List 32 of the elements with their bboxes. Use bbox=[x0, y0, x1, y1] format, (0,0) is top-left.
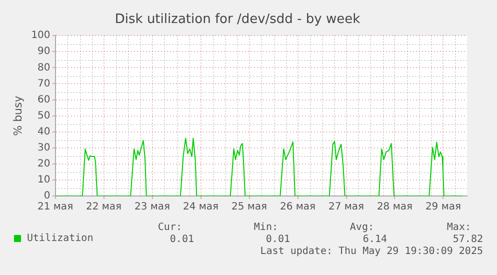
y-tick-label: 40 bbox=[38, 126, 50, 138]
y-tick-label: 70 bbox=[38, 78, 50, 90]
x-tick-label: 24 мая bbox=[182, 202, 219, 213]
text: Min: bbox=[254, 222, 278, 233]
x-tick-label: 21 мая bbox=[37, 202, 74, 213]
x-tick-label: 23 мая bbox=[134, 202, 170, 213]
text: 57.82 bbox=[452, 234, 483, 245]
y-tick-label: 80 bbox=[38, 62, 50, 74]
chart-title: Disk utilization for /dev/sdd - by week bbox=[114, 12, 361, 28]
text: 0.01 bbox=[266, 234, 290, 245]
y-tick-label: 20 bbox=[38, 158, 50, 170]
text: 6.14 bbox=[362, 234, 387, 245]
y-tick-label: 0 bbox=[44, 190, 50, 202]
x-tick-label: 27 мая bbox=[328, 202, 364, 213]
text: Max: bbox=[446, 222, 471, 233]
text: 0.01 bbox=[170, 234, 194, 245]
y-tick-label: 90 bbox=[38, 46, 50, 58]
legend-label: Utilization bbox=[27, 233, 94, 244]
x-tick-label: 28 мая bbox=[376, 202, 413, 213]
y-tick-label: 100 bbox=[31, 30, 50, 42]
y-tick-label: 50 bbox=[38, 110, 50, 122]
text: Last update: Thu May 29 19:30:09 2025 bbox=[260, 246, 483, 257]
x-tick-label: 25 мая bbox=[231, 202, 268, 213]
text: Avg: bbox=[350, 222, 374, 233]
y-axis-title: % busy bbox=[11, 95, 24, 136]
y-tick-label: 10 bbox=[38, 174, 50, 186]
y-tick-label: 30 bbox=[38, 142, 50, 154]
x-tick-label: 29 мая bbox=[425, 202, 462, 213]
y-tick-label: 60 bbox=[38, 94, 50, 106]
x-tick-label: 26 мая bbox=[280, 202, 316, 213]
text: Cur: bbox=[158, 222, 182, 233]
x-tick-label: 22 мая bbox=[86, 202, 122, 213]
